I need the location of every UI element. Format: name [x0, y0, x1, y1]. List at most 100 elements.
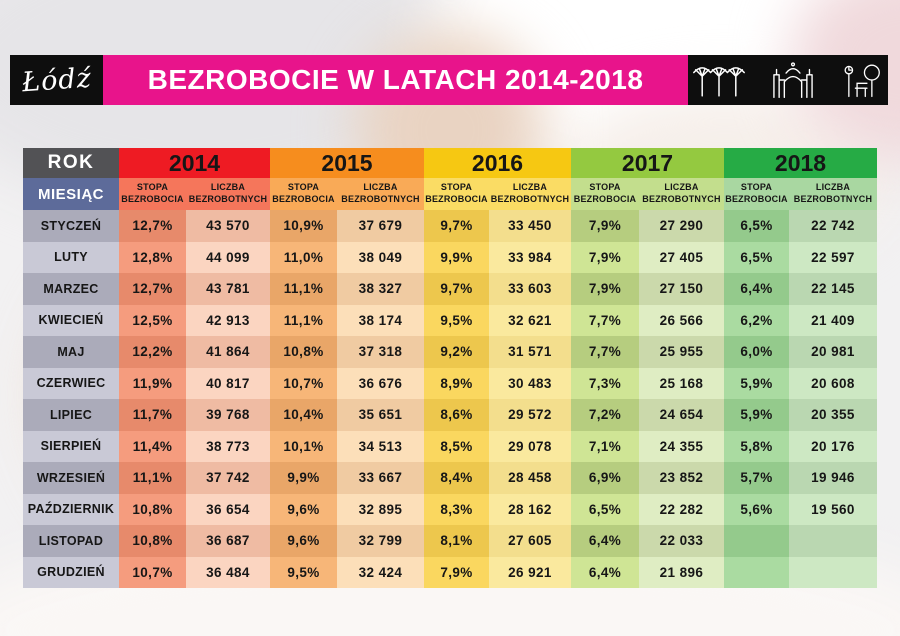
liczba-cell: 27 405	[639, 241, 724, 273]
liczba-cell: 22 282	[639, 493, 724, 525]
liczba-cell: 43 781	[186, 273, 270, 305]
month-cell: LUTY	[23, 241, 119, 273]
month-cell: SIERPIEŃ	[23, 430, 119, 462]
stopa-cell: 9,5%	[270, 556, 337, 588]
title-banner: BEZROBOCIE W LATACH 2014-2018	[103, 55, 688, 105]
stopa-cell: 5,6%	[724, 493, 789, 525]
liczba-cell: 38 174	[337, 304, 424, 336]
stopa-cell: 9,6%	[270, 493, 337, 525]
liczba-cell: 22 033	[639, 525, 724, 557]
month-cell: KWIECIEŃ	[23, 304, 119, 336]
liczba-cell: 19 946	[789, 462, 877, 494]
rok-header: ROK	[23, 148, 119, 178]
liczba-cell: 32 895	[337, 493, 424, 525]
stopa-cell: 6,2%	[724, 304, 789, 336]
page-title: BEZROBOCIE W LATACH 2014-2018	[147, 64, 644, 95]
liczba-cell: 32 621	[489, 304, 571, 336]
stopa-subheader: STOPA BEZROBOCIA	[119, 178, 186, 210]
stopa-cell: 10,7%	[119, 556, 186, 588]
liczba-cell: 33 984	[489, 241, 571, 273]
stopa-cell: 8,5%	[424, 430, 489, 462]
stopa-cell	[724, 525, 789, 557]
header-bar: Łódź BEZROBOCIE W LATACH 2014-2018	[0, 55, 900, 105]
year-header: 2018	[724, 148, 877, 178]
liczba-cell: 38 049	[337, 241, 424, 273]
stopa-cell: 12,5%	[119, 304, 186, 336]
liczba-cell: 30 483	[489, 367, 571, 399]
stopa-cell: 7,2%	[571, 399, 639, 431]
unemployment-table: ROK 2014 2015 2016 2017 2018 MIESIĄC STOPA BEZR…	[23, 148, 877, 588]
stopa-subheader: STOPA BEZROBOCIA	[724, 178, 789, 210]
liczba-cell	[789, 525, 877, 557]
month-cell: LIPIEC	[23, 399, 119, 431]
liczba-cell: 36 687	[186, 525, 270, 557]
liczba-cell: 32 799	[337, 525, 424, 557]
stopa-cell	[724, 556, 789, 588]
liczba-cell: 41 864	[186, 336, 270, 368]
stopa-cell: 6,4%	[571, 525, 639, 557]
liczba-cell: 40 817	[186, 367, 270, 399]
year-header: 2014	[119, 148, 270, 178]
stopa-cell: 7,7%	[571, 336, 639, 368]
month-cell: MARZEC	[23, 273, 119, 305]
liczba-cell: 42 913	[186, 304, 270, 336]
liczba-cell: 28 162	[489, 493, 571, 525]
liczba-cell: 37 318	[337, 336, 424, 368]
lodz-logo-text: Łódź	[20, 62, 93, 98]
stopa-subheader: STOPA BEZROBOCIA	[571, 178, 639, 210]
unicorn-stable-icon	[693, 67, 745, 97]
stopa-cell: 8,1%	[424, 525, 489, 557]
stopa-cell: 10,8%	[119, 493, 186, 525]
liczba-cell: 29 572	[489, 399, 571, 431]
stopa-cell: 5,9%	[724, 399, 789, 431]
liczba-cell: 20 355	[789, 399, 877, 431]
liczba-cell: 39 768	[186, 399, 270, 431]
liczba-cell: 36 676	[337, 367, 424, 399]
month-cell: PAŹDZIERNIK	[23, 493, 119, 525]
stopa-cell: 11,4%	[119, 430, 186, 462]
liczba-cell: 28 458	[489, 462, 571, 494]
stopa-cell: 11,1%	[270, 304, 337, 336]
liczba-cell: 44 099	[186, 241, 270, 273]
liczba-cell: 21 896	[639, 556, 724, 588]
stopa-cell: 7,7%	[571, 304, 639, 336]
stopa-cell: 8,4%	[424, 462, 489, 494]
landmarks-box	[688, 55, 888, 105]
liczba-cell: 22 145	[789, 273, 877, 305]
liczba-cell: 37 742	[186, 462, 270, 494]
liczba-cell: 36 484	[186, 556, 270, 588]
stopa-cell: 7,9%	[571, 273, 639, 305]
stopa-cell: 10,8%	[119, 525, 186, 557]
liczba-subheader: LICZBA BEZROBOTNYCH	[789, 178, 877, 210]
stopa-cell: 8,6%	[424, 399, 489, 431]
liczba-cell: 43 570	[186, 210, 270, 242]
liczba-cell: 37 679	[337, 210, 424, 242]
liczba-cell: 22 742	[789, 210, 877, 242]
liczba-cell: 26 566	[639, 304, 724, 336]
liczba-cell: 27 290	[639, 210, 724, 242]
year-header: 2017	[571, 148, 724, 178]
liczba-cell: 38 773	[186, 430, 270, 462]
stopa-cell: 6,0%	[724, 336, 789, 368]
liczba-cell: 35 651	[337, 399, 424, 431]
liczba-cell: 31 571	[489, 336, 571, 368]
liczba-cell: 29 078	[489, 430, 571, 462]
stopa-cell: 6,5%	[724, 210, 789, 242]
month-cell: CZERWIEC	[23, 367, 119, 399]
stopa-cell: 10,7%	[270, 367, 337, 399]
stopa-cell: 6,4%	[724, 273, 789, 305]
liczba-cell: 36 654	[186, 493, 270, 525]
liczba-cell	[789, 556, 877, 588]
liczba-cell: 27 605	[489, 525, 571, 557]
stopa-cell: 12,8%	[119, 241, 186, 273]
stopa-cell: 8,3%	[424, 493, 489, 525]
liczba-cell: 38 327	[337, 273, 424, 305]
liczba-cell: 26 921	[489, 556, 571, 588]
stopa-cell: 10,9%	[270, 210, 337, 242]
month-cell: LISTOPAD	[23, 525, 119, 557]
gate-icon	[773, 62, 813, 99]
liczba-cell: 23 852	[639, 462, 724, 494]
stopa-subheader: STOPA BEZROBOCIA	[270, 178, 337, 210]
stopa-cell: 12,2%	[119, 336, 186, 368]
